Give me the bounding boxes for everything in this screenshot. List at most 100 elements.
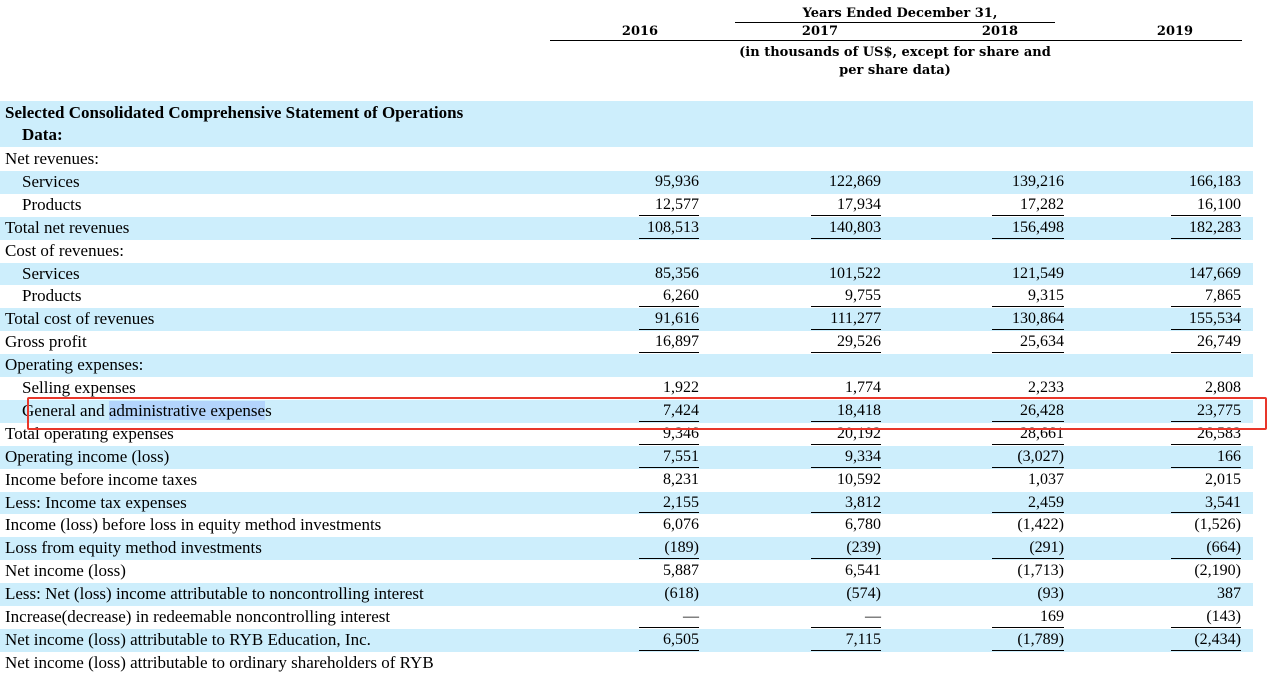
- value-cell: 182,283: [1189, 218, 1241, 236]
- value-cell: —: [683, 608, 699, 625]
- annotation-highlight-box: [27, 397, 1267, 430]
- value-cell: 26,749: [1197, 333, 1241, 351]
- row-label: Services: [22, 171, 80, 191]
- value-cell: 16,897: [655, 333, 699, 351]
- selected-text[interactable]: administrative expense: [108, 400, 266, 420]
- value-cell: 7,115: [845, 630, 881, 648]
- value-cell: 2,155: [663, 493, 699, 511]
- value-underline: [1171, 306, 1241, 308]
- value-underline: [811, 329, 881, 331]
- value-cell: 91,616: [655, 310, 699, 328]
- value-underline: [639, 558, 699, 560]
- header-rule-top: [735, 22, 1055, 23]
- unit-note-line1: (in thousands of US$, except for share a…: [739, 45, 1051, 60]
- row-label: Loss from equity method investments: [5, 538, 262, 558]
- value-cell: 147,669: [1189, 264, 1241, 282]
- row-stripe: [0, 262, 1253, 286]
- value-cell: 7,865: [1205, 287, 1241, 305]
- value-cell: (618): [664, 585, 699, 603]
- value-underline: [639, 329, 699, 331]
- value-cell: 2,015: [1205, 470, 1241, 488]
- value-cell: 8,231: [663, 470, 699, 488]
- value-underline: [639, 420, 699, 422]
- row-label: Income before income taxes: [5, 469, 198, 489]
- value-underline: [992, 649, 1064, 651]
- value-cell: 2,233: [1028, 379, 1064, 396]
- row-label-part: s: [265, 400, 272, 420]
- value-underline: [639, 443, 699, 445]
- value-cell: 6,505: [663, 630, 699, 648]
- year-2016: 2016: [621, 24, 659, 39]
- value-cell: 18,418: [837, 401, 881, 419]
- value-underline: [1171, 420, 1241, 422]
- row-label: Services: [22, 263, 80, 283]
- value-underline: [639, 352, 699, 354]
- row-stripe: [0, 354, 1253, 377]
- value-cell: 85,356: [655, 264, 699, 282]
- value-cell: (291): [1029, 539, 1064, 557]
- value-underline: [811, 443, 881, 445]
- row-stripe: [0, 308, 1253, 332]
- value-underline: [992, 443, 1064, 445]
- value-cell: 16,100: [1197, 195, 1241, 213]
- value-underline: [992, 329, 1064, 331]
- value-cell: (1,789): [1017, 630, 1064, 648]
- row-label: Gross profit: [5, 332, 87, 352]
- value-cell: 6,780: [845, 516, 881, 534]
- row-label: Net revenues:: [5, 149, 99, 168]
- value-underline: [811, 649, 881, 651]
- row-label: Total net revenues: [5, 217, 130, 237]
- row-stripe: [0, 583, 1253, 606]
- row-label: Net income (loss): [5, 561, 126, 581]
- value-cell: (239): [846, 539, 881, 557]
- value-cell: 6,541: [845, 562, 881, 580]
- value-underline: [992, 512, 1064, 514]
- row-label: Operating income (loss): [5, 446, 170, 466]
- value-underline: [992, 420, 1064, 422]
- value-underline: [639, 214, 699, 216]
- value-cell: 17,934: [837, 195, 881, 213]
- row-stripe: [0, 445, 1253, 469]
- year-2018: 2018: [981, 24, 1019, 39]
- value-cell: 3,812: [845, 493, 881, 511]
- value-cell: (2,190): [1194, 562, 1241, 580]
- value-cell: 155,534: [1189, 310, 1241, 328]
- value-underline: [1171, 352, 1241, 354]
- value-underline: [811, 626, 881, 628]
- value-cell: 169: [1040, 608, 1064, 625]
- year-2019: 2019: [1156, 24, 1194, 39]
- value-cell: 6,260: [663, 287, 699, 305]
- value-cell: 122,869: [829, 172, 881, 190]
- row-stripe: [0, 399, 1253, 423]
- row-label: Net income (loss) attributable to RYB Ed…: [5, 629, 371, 649]
- value-cell: 9,755: [845, 287, 881, 305]
- value-cell: (2,434): [1194, 630, 1241, 648]
- value-underline: [639, 626, 699, 628]
- row-label: Total cost of revenues: [5, 309, 155, 329]
- value-cell: 5,887: [663, 562, 699, 580]
- value-underline: [1171, 214, 1241, 216]
- value-underline: [992, 558, 1064, 560]
- value-cell: 3,541: [1205, 493, 1241, 511]
- row-label: Less: Net (loss) income attributable to …: [5, 584, 424, 604]
- value-cell: 2,459: [1028, 493, 1064, 511]
- value-cell: (93): [1037, 585, 1064, 603]
- value-cell: 29,526: [837, 333, 881, 351]
- value-cell: 156,498: [1012, 218, 1064, 236]
- value-cell: 12,577: [655, 195, 699, 213]
- value-underline: [811, 214, 881, 216]
- value-cell: 2,808: [1205, 379, 1241, 396]
- row-label: Net income (loss) attributable to ordina…: [5, 652, 434, 672]
- value-cell: 111,277: [830, 310, 881, 328]
- value-underline: [1171, 512, 1241, 514]
- value-underline: [992, 237, 1064, 239]
- value-underline: [811, 306, 881, 308]
- value-underline: [1171, 329, 1241, 331]
- row-label: Selling expenses: [22, 378, 136, 397]
- section-title-band: [0, 101, 1253, 147]
- value-underline: [992, 306, 1064, 308]
- value-underline: [992, 352, 1064, 354]
- value-cell: 10,592: [837, 470, 881, 488]
- row-label: Increase(decrease) in redeemable noncont…: [5, 607, 391, 626]
